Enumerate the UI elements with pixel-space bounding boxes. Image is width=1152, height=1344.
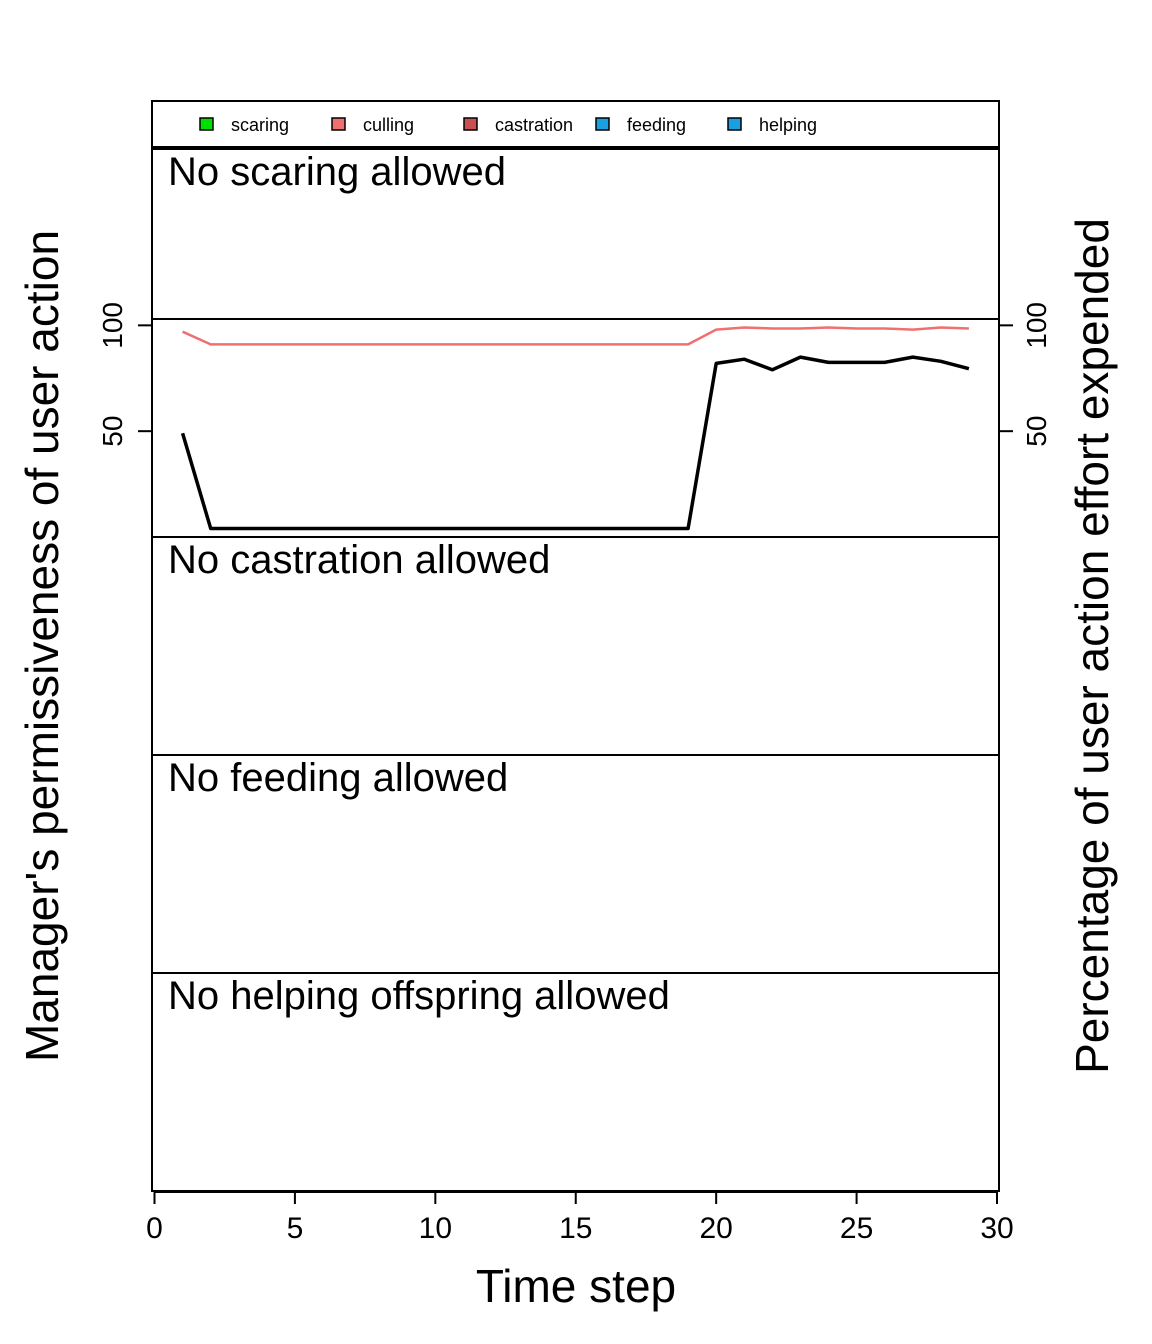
x-tick-label-0: 0 xyxy=(146,1212,163,1245)
x-axis: 0 5 10 15 20 25 30 xyxy=(146,1191,1014,1245)
panel-culling: 50 50 100 100 xyxy=(97,302,1052,538)
legend-entry-feeding: feeding xyxy=(595,115,686,135)
y-tick-label-left-100: 100 xyxy=(97,302,128,349)
x-tick-label-15: 15 xyxy=(559,1212,592,1245)
legend-label-helping: helping xyxy=(759,115,817,135)
y-tick-label-right-100: 100 xyxy=(1021,302,1052,349)
legend-entry-helping: helping xyxy=(727,115,817,135)
x-axis-label: Time step xyxy=(476,1260,676,1312)
panel-label-scaring: No scaring allowed xyxy=(168,150,506,194)
series-line-culling xyxy=(182,326,969,346)
panels: No scaring allowed 50 50 100 100 No castratio… xyxy=(97,148,1052,1192)
legend-entry-scaring: scaring xyxy=(199,115,289,135)
x-tick-label-10: 10 xyxy=(419,1212,452,1245)
legend-swatch-culling xyxy=(331,117,346,131)
legend-label-castration: castration xyxy=(495,115,573,135)
legend-entry-culling: culling xyxy=(331,115,414,135)
legend-entry-castration: castration xyxy=(463,115,573,135)
legend: scaring culling castration feeding helping xyxy=(151,100,1000,148)
panel-label-castration: No castration allowed xyxy=(168,538,550,582)
legend-swatch-scaring xyxy=(199,117,214,131)
series-line-series-1 xyxy=(180,355,970,531)
legend-label-scaring: scaring xyxy=(231,115,289,135)
legend-swatch-castration xyxy=(463,117,478,131)
x-tick-label-20: 20 xyxy=(699,1212,732,1245)
panel-scaring: No scaring allowed xyxy=(151,148,1000,320)
panel-helping: No helping offspring allowed xyxy=(151,972,1000,1192)
y-axis-right-label: Percentage of user action effort expende… xyxy=(1066,218,1118,1074)
legend-label-culling: culling xyxy=(363,115,414,135)
x-tick-label-25: 25 xyxy=(840,1212,873,1245)
panel-label-feeding: No feeding allowed xyxy=(168,756,508,800)
y-axis-left-label: Manager's permissiveness of user action xyxy=(16,230,68,1062)
legend-swatch-feeding xyxy=(595,117,610,131)
x-tick-label-30: 30 xyxy=(980,1212,1013,1245)
y-tick-label-left-50: 50 xyxy=(97,416,128,447)
y-tick-label-right-50: 50 xyxy=(1021,416,1052,447)
legend-box xyxy=(151,100,1000,148)
panel-feeding: No feeding allowed xyxy=(151,754,1000,974)
panel-castration: No castration allowed xyxy=(151,536,1000,756)
panel-frame-culling xyxy=(151,318,1000,538)
legend-swatch-helping xyxy=(727,117,742,131)
x-tick-label-5: 5 xyxy=(287,1212,304,1245)
legend-label-feeding: feeding xyxy=(627,115,686,135)
panel-label-helping: No helping offspring allowed xyxy=(168,974,670,1018)
